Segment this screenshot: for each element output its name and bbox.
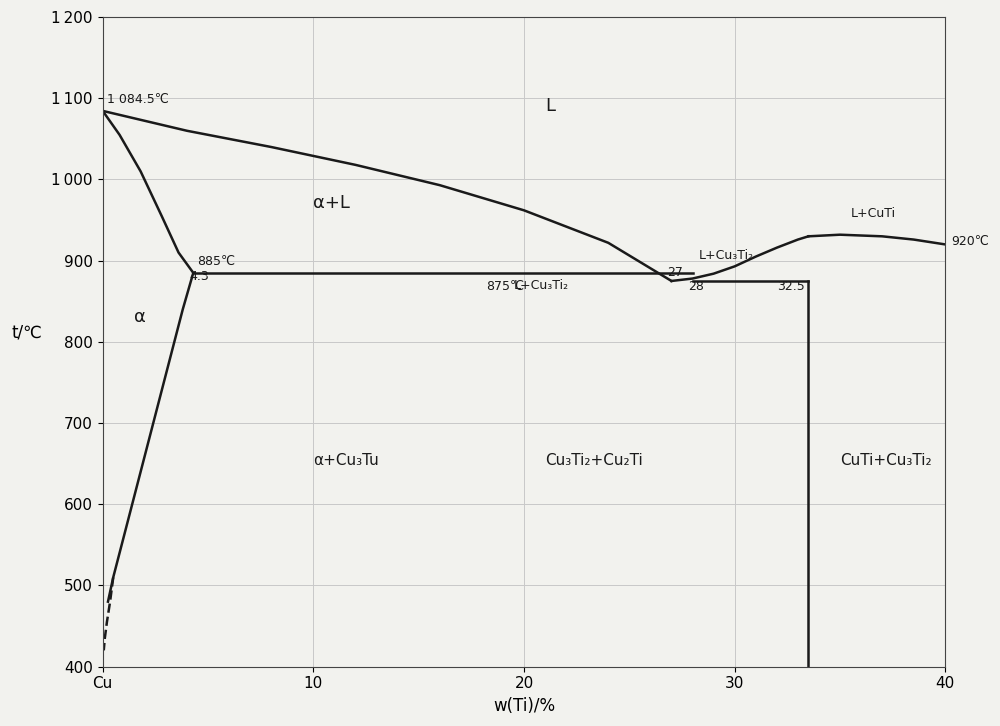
Text: 920℃: 920℃ <box>952 234 989 248</box>
Text: 875℃: 875℃ <box>486 280 524 293</box>
Text: Cu₃Ti₂+Cu₂Ti: Cu₃Ti₂+Cu₂Ti <box>545 453 643 468</box>
X-axis label: w(Ti)/%: w(Ti)/% <box>493 697 555 715</box>
Text: α: α <box>134 308 146 326</box>
Text: 4.3: 4.3 <box>189 270 209 283</box>
Text: 28: 28 <box>688 280 704 293</box>
Text: 885℃: 885℃ <box>198 255 236 268</box>
Text: L: L <box>545 97 555 115</box>
Y-axis label: t/℃: t/℃ <box>11 324 42 342</box>
Text: L+CuTi: L+CuTi <box>851 207 896 220</box>
Text: α+L: α+L <box>313 194 350 212</box>
Text: 1 084.5℃: 1 084.5℃ <box>107 94 169 107</box>
Text: CuTi+Cu₃Ti₂: CuTi+Cu₃Ti₂ <box>840 453 932 468</box>
Text: α+Cu₃Tu: α+Cu₃Tu <box>313 453 379 468</box>
Text: 32.5: 32.5 <box>777 280 805 293</box>
Text: L+Cu₃Ti₂: L+Cu₃Ti₂ <box>513 279 569 292</box>
Text: L+Cu₃Ti₂: L+Cu₃Ti₂ <box>699 249 754 262</box>
Text: 27: 27 <box>667 266 683 279</box>
